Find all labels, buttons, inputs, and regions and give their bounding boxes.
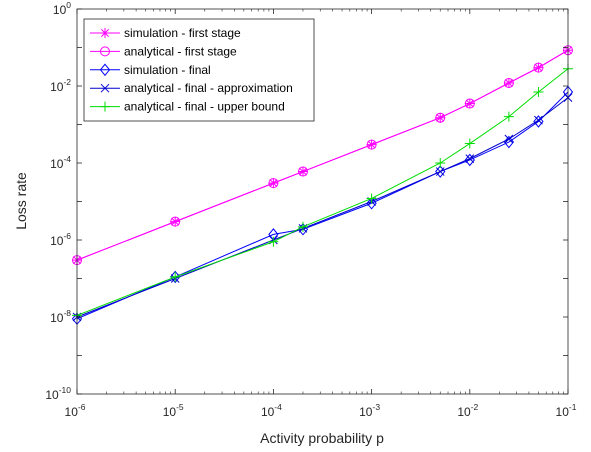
legend-entry-analytical-final-upper-bound: analytical - final - upper bound	[90, 100, 285, 114]
series-line-simulation-final	[76, 91, 569, 320]
y-tick-label-4: 10-2	[50, 77, 71, 94]
data-point-analytical-first-stage-3	[297, 166, 308, 177]
data-point-analytical-final-upper-bound-7	[503, 111, 514, 122]
data-point-analytical-final-approximation-7	[504, 134, 514, 144]
legend-swatch-marker	[100, 28, 110, 38]
data-point-analytical-final-upper-bound-2	[268, 236, 279, 247]
legend-entry-analytical-final-approximation: analytical - final - approximation	[90, 81, 293, 95]
x-tick-label-4: 10-2	[457, 402, 478, 419]
data-point-analytical-first-stage-5	[435, 112, 446, 123]
data-point-simulation-final-8	[533, 115, 544, 128]
series-analytical-first-stage	[72, 45, 573, 266]
tick-layer: 10-6 10-5 10-4 10-3 10-2 10-1 10-10 10-8 10-6 10-…	[45, 0, 576, 419]
legend-entry-analytical-first-stage: analytical - first stage	[90, 44, 237, 58]
legend-entry-simulation-final: simulation - final	[90, 63, 211, 77]
data-point-analytical-final-upper-bound-6	[464, 138, 475, 149]
legend-label: simulation - final	[124, 63, 211, 77]
data-point-analytical-final-approximation-6	[465, 154, 475, 163]
data-point-analytical-final-upper-bound-3	[297, 221, 308, 232]
y-tick-label-0: 10-10	[45, 385, 71, 402]
legend-label: analytical - final - upper bound	[124, 100, 285, 114]
series-line-analytical-first-stage	[76, 49, 569, 261]
x-tick-label-2: 10-4	[261, 402, 282, 419]
data-point-analytical-first-stage-2	[268, 178, 279, 189]
data-point-analytical-first-stage-8	[533, 62, 544, 73]
legend-swatch-marker	[99, 63, 111, 77]
data-point-simulation-final-4	[366, 196, 377, 210]
y-axis-label: Loss rate	[13, 172, 29, 230]
data-point-analytical-first-stage-6	[464, 98, 475, 109]
x-tick-label-5: 10-1	[556, 402, 577, 419]
data-point-analytical-first-stage-4	[366, 139, 377, 150]
data-point-analytical-first-stage-7	[503, 77, 514, 88]
x-axis-label: Activity probability p	[260, 430, 384, 446]
legend-label: simulation - first stage	[124, 26, 241, 40]
data-point-simulation-final-6	[464, 153, 475, 167]
legend-entry-simulation-first-stage: simulation - first stage	[90, 26, 241, 40]
legend-label: analytical - first stage	[124, 44, 237, 58]
y-tick-label-1: 10-8	[50, 308, 71, 325]
data-point-analytical-final-upper-bound-8	[533, 86, 544, 97]
legend-swatch-marker	[100, 101, 110, 112]
legend: simulation - first stage analytical - fir…	[83, 18, 315, 122]
data-point-analytical-final-upper-bound-5	[435, 158, 446, 168]
legend-box	[83, 18, 315, 122]
data-point-analytical-final-upper-bound-1	[170, 271, 181, 282]
x-tick-label-1: 10-5	[163, 402, 184, 419]
data-point-analytical-final-approximation-8	[534, 115, 543, 125]
y-tick-label-2: 10-6	[50, 231, 71, 248]
y-tick-label-5: 100	[53, 0, 71, 17]
data-point-analytical-final-upper-bound-4	[366, 193, 377, 204]
series-line-analytical-final-upper-bound	[76, 68, 569, 316]
y-tick-label-3: 10-4	[50, 154, 71, 171]
x-tick-label-0: 10-6	[65, 402, 86, 419]
data-point-analytical-final-approximation-5	[435, 167, 445, 176]
data-point-analytical-first-stage-1	[170, 216, 181, 227]
legend-swatch-marker	[100, 83, 110, 93]
legend-label: analytical - final - approximation	[124, 81, 293, 95]
x-tick-label-3: 10-3	[359, 402, 380, 419]
series-layer	[71, 45, 574, 326]
legend-swatch-marker	[100, 46, 110, 57]
